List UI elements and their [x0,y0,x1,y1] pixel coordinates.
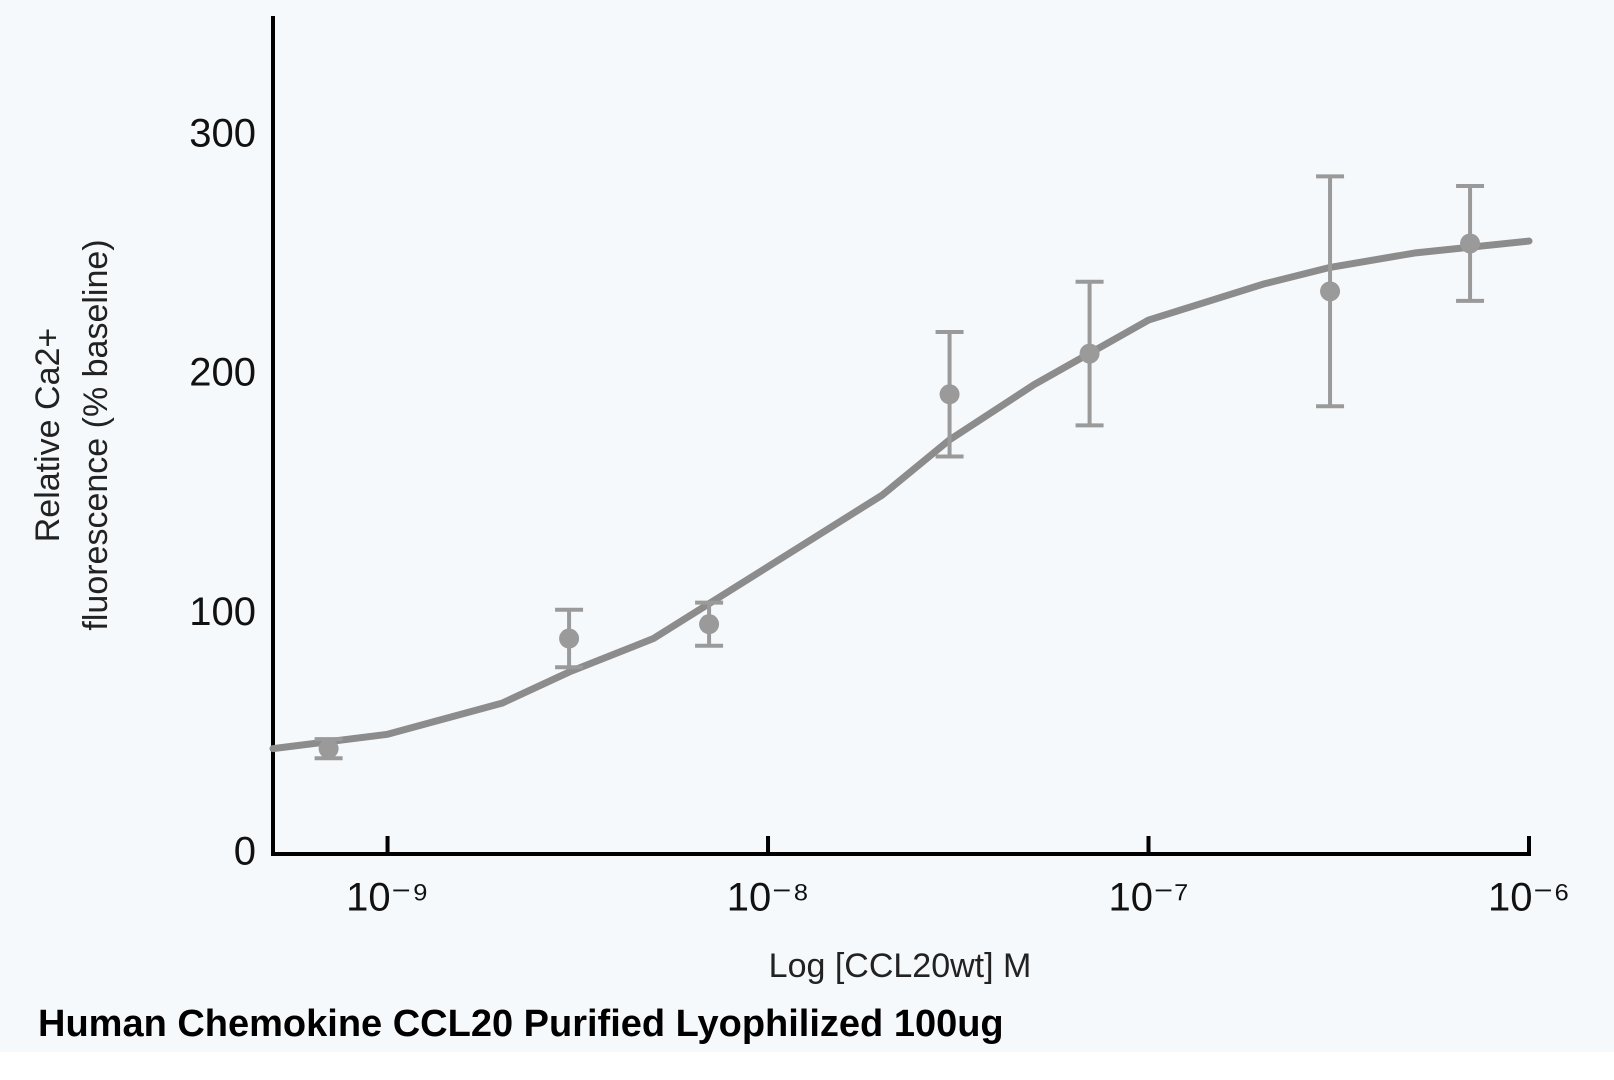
y-tick-label: 300 [189,111,256,155]
x-tick-label: 10⁻⁸ [727,876,809,920]
point [699,614,720,635]
point [1079,343,1100,364]
background [0,0,1614,1052]
bottom-strip [0,1052,1614,1080]
y-tick-label: 200 [189,351,256,395]
point [559,628,580,649]
y-axis-label-line: fluorescence (% baseline) [77,239,115,630]
x-tick-label: 10⁻⁹ [346,876,429,920]
point [1320,281,1341,302]
y-axis-label-line: Relative Ca2+ [29,328,67,543]
x-tick-label: 10⁻⁶ [1488,876,1570,920]
x-tick-label: 10⁻⁷ [1108,876,1188,920]
chart-title: Human Chemokine CCL20 Purified Lyophiliz… [38,1003,1004,1045]
y-tick-label: 100 [189,590,256,634]
point [1460,233,1481,254]
x-axis-label: Log [CCL20wt] M [769,947,1032,985]
y-tick-label: 0 [234,830,256,874]
fit-curve [269,237,1533,753]
point [939,384,960,405]
point [318,738,339,759]
y-axis-label: Relative Ca2+ fluorescence (% baseline) [29,239,115,630]
